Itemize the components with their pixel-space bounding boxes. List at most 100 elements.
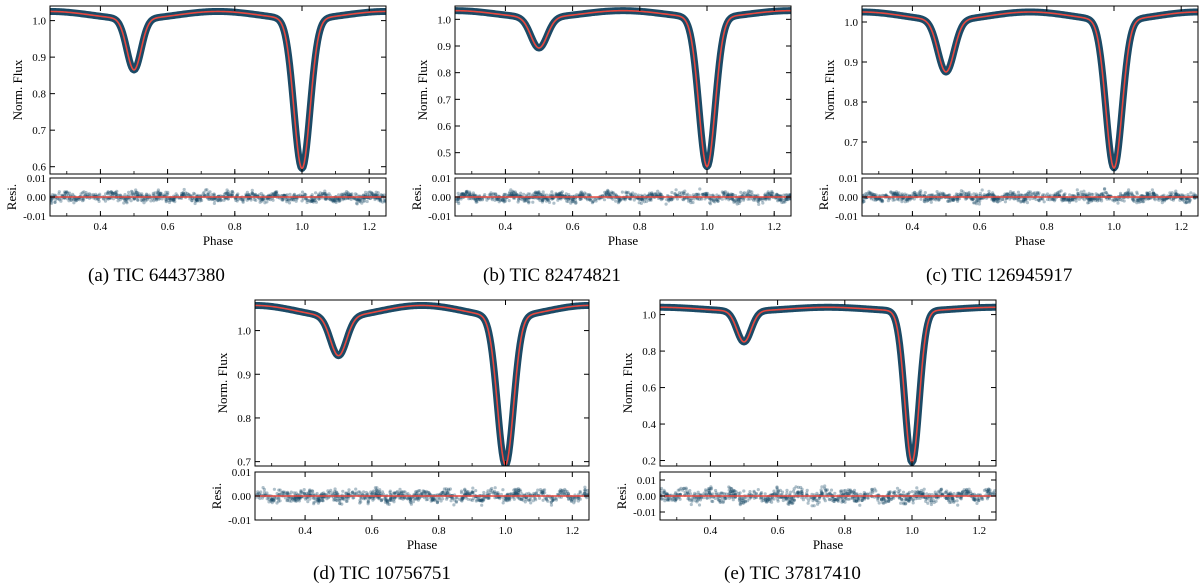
y-tick-label: 0.8 (32, 89, 46, 101)
residual-point (474, 198, 478, 202)
residual-point (900, 192, 904, 196)
residual-point (560, 193, 564, 197)
x-tick-label: 0.4 (906, 221, 920, 233)
residual-point (254, 198, 258, 202)
residual-point (290, 496, 294, 501)
x-tick-label: 1.0 (905, 525, 919, 537)
residual-point (118, 198, 122, 202)
residual-point (413, 497, 417, 501)
residual-point (519, 497, 523, 502)
residual-point (784, 193, 788, 197)
residual-point (790, 496, 794, 500)
residual-point (653, 191, 658, 196)
residual-point (1027, 190, 1031, 194)
residual-point (1017, 198, 1021, 202)
residual-point (721, 500, 725, 505)
residual-point (895, 191, 899, 196)
y-tick-label: 0.01 (232, 467, 251, 479)
residual-point (252, 193, 257, 197)
residual-point (124, 197, 128, 201)
residual-point (1026, 191, 1030, 196)
residual-point (956, 503, 960, 507)
residual-point (1091, 192, 1095, 197)
residual-point (549, 500, 554, 504)
residual-point (304, 496, 309, 500)
panel-c: 0.4 0.6 0.8 1.0 1.20.70.80.91.0-0.010.000.01… (816, 5, 1199, 248)
residual-point (858, 492, 863, 496)
residual-point (857, 496, 861, 500)
residual-point (108, 192, 113, 196)
residual-point (563, 487, 567, 492)
residual-point (749, 495, 753, 500)
residual-point (513, 191, 518, 196)
residual-point (783, 197, 787, 201)
residual-point (415, 491, 419, 495)
residual-point (305, 200, 309, 205)
residual-point (207, 197, 211, 201)
residual-point (364, 193, 368, 197)
residual-point (473, 197, 477, 201)
flux-model-line (455, 9, 791, 168)
residual-point (476, 197, 480, 201)
residual-point (909, 497, 913, 501)
residual-point (402, 496, 406, 500)
residual-point (840, 498, 844, 502)
residual-point (331, 200, 336, 204)
residual-point (311, 198, 315, 202)
residual-point (515, 487, 519, 491)
residual-point (578, 489, 582, 494)
residual-point (554, 496, 558, 500)
residual-point (707, 487, 711, 491)
residual-point (1126, 193, 1131, 197)
residual-point (423, 490, 427, 494)
residual-point (517, 198, 521, 202)
residual-point (377, 198, 381, 202)
residual-point (620, 190, 625, 194)
y-axis-label-flux: Norm. Flux (215, 352, 230, 413)
residual-point (387, 502, 391, 506)
residual-point (115, 189, 119, 193)
residual-point (1048, 198, 1052, 202)
residual-point (537, 192, 541, 196)
residual-point (656, 189, 660, 193)
residual-point (350, 490, 354, 494)
residual-point (541, 488, 545, 492)
residual-point (72, 198, 76, 202)
residual-point (695, 192, 699, 196)
residual-point (526, 199, 530, 203)
residual-point (728, 193, 732, 197)
residual-point (958, 193, 962, 197)
residual-point (355, 193, 359, 197)
residual-point (1008, 190, 1013, 194)
y-tick-label: 0.00 (839, 192, 859, 204)
residual-point (607, 192, 611, 196)
residual-point (568, 497, 572, 501)
residual-point (937, 198, 941, 202)
residual-point (202, 190, 206, 194)
residual-point (948, 492, 952, 496)
residual-point (420, 492, 424, 496)
residual-point (440, 491, 444, 495)
residual-point (680, 488, 685, 492)
residual-point (853, 496, 858, 500)
residual-point (462, 192, 466, 196)
residual-point (679, 486, 683, 490)
residual-point (494, 192, 498, 196)
residual-point (273, 190, 277, 195)
residual-point (281, 491, 285, 495)
residual-point (116, 199, 120, 203)
residual-point (973, 496, 977, 500)
residual-point (1016, 199, 1020, 203)
residual-point (833, 498, 837, 502)
residual-point (464, 190, 468, 194)
residual-point (106, 197, 110, 201)
residual-point (906, 498, 910, 502)
residual-point (350, 491, 354, 495)
residual-point (639, 197, 644, 201)
residual-point (929, 499, 934, 503)
residual-point (664, 492, 669, 496)
residual-point (719, 500, 723, 504)
residual-point (947, 193, 951, 197)
residual-point (238, 197, 242, 201)
residual-point (775, 192, 779, 196)
